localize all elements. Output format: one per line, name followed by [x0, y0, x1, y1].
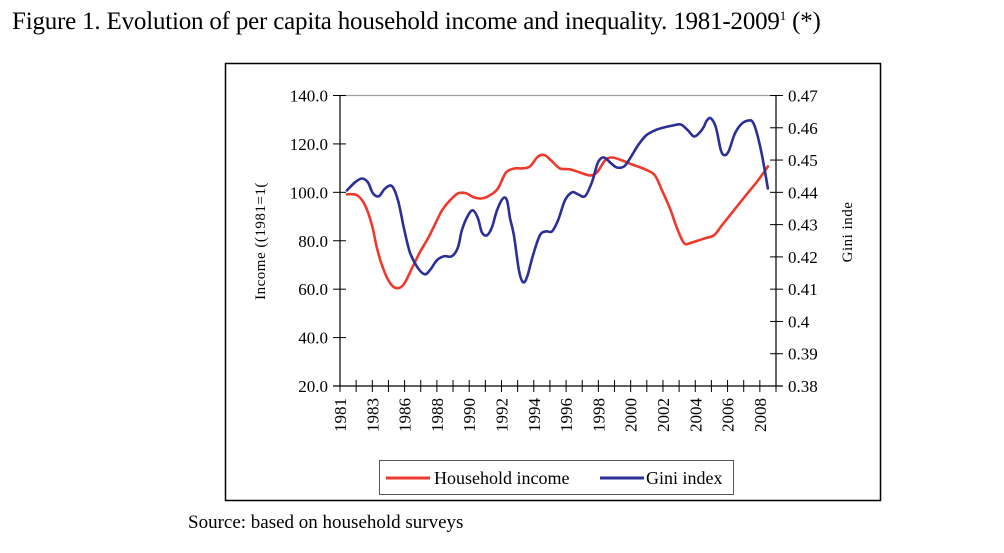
- chart-frame: [224, 62, 882, 502]
- y-axis-right: 0.38 0.39 0.4 0.41 0.42 0.43 0.44 0.45 0.46 0.47: [770, 87, 818, 396]
- y-tick-label-left: 100.0: [290, 183, 328, 202]
- y-tick-label-left: 120.0: [290, 135, 328, 154]
- y-tick-label-left: 20.0: [298, 377, 328, 396]
- series-line-household-income: [345, 153, 770, 290]
- y-tick-label-right: 0.41: [788, 280, 818, 299]
- y-tick-label-right: 0.4: [788, 312, 810, 331]
- source-note: Source: based on household surveys: [188, 512, 464, 533]
- legend-label-household-income: Household income: [434, 468, 569, 488]
- x-tick-label: 1994: [525, 398, 544, 433]
- legend-box: [379, 460, 734, 495]
- y-axis-title-right: Gini inde: [840, 202, 856, 263]
- y-tick-label-right: 0.45: [788, 151, 818, 170]
- x-tick-label: 2008: [751, 398, 770, 432]
- y-tick-label-right: 0.43: [788, 216, 818, 235]
- x-tick-label: 2002: [654, 398, 673, 432]
- legend-label-gini-index: Gini index: [646, 468, 723, 488]
- y-tick-label-right: 0.46: [788, 119, 818, 138]
- figure-title-footnote: 1: [779, 8, 787, 23]
- y-tick-label-left: 80.0: [298, 232, 328, 251]
- y-tick-label-right: 0.42: [788, 248, 818, 267]
- x-tick-label: 1998: [589, 398, 608, 432]
- y-axis-title-left: Income ((1981=1(: [253, 182, 269, 300]
- series-layer: [345, 116, 770, 290]
- x-tick-label: 2000: [622, 398, 641, 432]
- figure-title: Figure 1. Evolution of per capita househ…: [12, 8, 1002, 36]
- y-tick-label-left: 40.0: [298, 329, 328, 348]
- x-tick-label: 1990: [460, 398, 479, 432]
- figure-title-suffix: (*): [786, 8, 821, 35]
- figure-title-main: Figure 1. Evolution of per capita househ…: [12, 8, 780, 35]
- y-axis-left: 20.0 40.0 60.0 80.0 100.0 120.0 140.0: [290, 87, 346, 396]
- y-tick-label-right: 0.39: [788, 345, 818, 364]
- x-tick-label: 1983: [363, 398, 382, 432]
- y-tick-label-right: 0.44: [788, 183, 818, 202]
- x-tick-label: 2004: [686, 398, 705, 433]
- y-tick-label-right: 0.38: [788, 377, 818, 396]
- series-line-gini-index: [345, 116, 770, 284]
- y-tick-label-right: 0.47: [788, 87, 818, 106]
- x-tick-label: 1981: [331, 398, 350, 432]
- x-tick-label: 1996: [557, 398, 576, 432]
- x-tick-label: 1986: [396, 398, 415, 432]
- y-tick-label-left: 60.0: [298, 280, 328, 299]
- x-tick-label: 2006: [719, 398, 738, 432]
- legend: Household income Gini index: [379, 460, 734, 495]
- x-tick-label: 1992: [492, 398, 511, 432]
- y-tick-label-left: 140.0: [290, 87, 328, 106]
- x-axis: 1981 1983 1986 1988 1990 1992 1994 1996 1998 2000…: [331, 380, 783, 432]
- x-tick-label: 1988: [428, 398, 447, 432]
